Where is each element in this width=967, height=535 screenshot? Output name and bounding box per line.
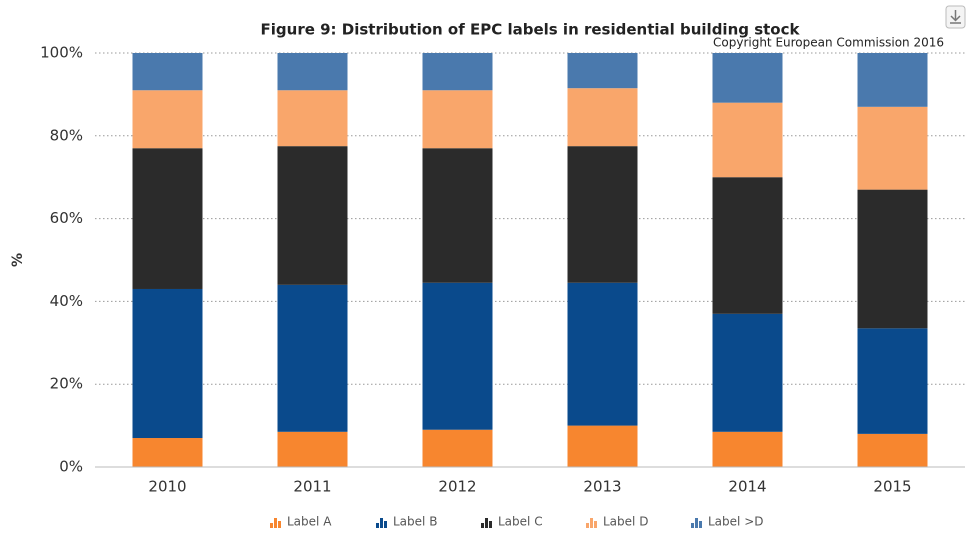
bar-segment: [567, 53, 638, 89]
bar-segment: [277, 146, 348, 285]
legend-icon: [384, 521, 387, 528]
legend-label: Label >D: [708, 515, 763, 529]
bar-segment: [857, 189, 928, 329]
download-icon[interactable]: [950, 10, 961, 24]
x-tick-label: 2010: [148, 478, 186, 496]
bar-segment: [712, 313, 783, 432]
legend-label: Label C: [498, 515, 543, 529]
bar-segment: [712, 102, 783, 178]
y-tick-label: 100%: [40, 44, 83, 62]
bar-segment: [712, 53, 783, 103]
bar-segment: [857, 106, 928, 190]
bar-segment: [567, 146, 638, 283]
bar-segment: [422, 148, 493, 283]
bar-segment: [132, 288, 203, 439]
bar-segment: [277, 53, 348, 91]
bar-segment: [277, 431, 348, 467]
legend-icon: [278, 521, 281, 528]
y-tick-label: 0%: [59, 458, 83, 476]
bar-segment: [857, 53, 928, 107]
bar-segment: [422, 53, 493, 91]
bar-segment: [422, 90, 493, 149]
y-tick-label: 80%: [50, 126, 83, 144]
legend-icon: [699, 521, 702, 528]
legend-icon: [270, 523, 273, 528]
bar-segment: [567, 88, 638, 147]
legend-label: Label D: [603, 515, 648, 529]
bar-segment: [132, 90, 203, 149]
bar-segment: [277, 284, 348, 432]
bar-segment: [132, 438, 203, 467]
legend-icon: [590, 518, 593, 528]
bar-segment: [857, 433, 928, 467]
x-tick-label: 2014: [728, 478, 766, 496]
x-tick-label: 2012: [438, 478, 476, 496]
y-tick-label: 60%: [50, 209, 83, 227]
bar-segment: [567, 282, 638, 426]
x-tick-label: 2015: [873, 478, 911, 496]
legend-icon: [691, 523, 694, 528]
chart-title: Figure 9: Distribution of EPC labels in …: [261, 21, 801, 39]
legend-icon: [380, 518, 383, 528]
copyright: Copyright European Commission 2016: [713, 36, 944, 50]
legend-icon: [481, 523, 484, 528]
bar-segment: [712, 177, 783, 314]
bar-segment: [132, 53, 203, 91]
legend-label: Label B: [393, 515, 437, 529]
legend-icon: [594, 521, 597, 528]
legend-icon: [586, 523, 589, 528]
legend-icon: [274, 518, 277, 528]
y-tick-label: 20%: [50, 375, 83, 393]
bar-segment: [422, 282, 493, 430]
x-tick-label: 2011: [293, 478, 331, 496]
legend-icon: [485, 518, 488, 528]
download-button[interactable]: [945, 5, 966, 29]
legend-icon: [376, 523, 379, 528]
bar-segment: [422, 429, 493, 467]
bar-segment: [567, 425, 638, 467]
x-tick-label: 2013: [583, 478, 621, 496]
y-tick-label: 40%: [50, 292, 83, 310]
bar-segment: [132, 148, 203, 289]
bar-segment: [277, 90, 348, 147]
y-axis-title: %: [10, 253, 26, 267]
legend-icon: [695, 518, 698, 528]
bar-segment: [857, 328, 928, 434]
bar-segment: [712, 431, 783, 467]
legend-label: Label A: [287, 515, 332, 529]
legend-icon: [489, 521, 492, 528]
